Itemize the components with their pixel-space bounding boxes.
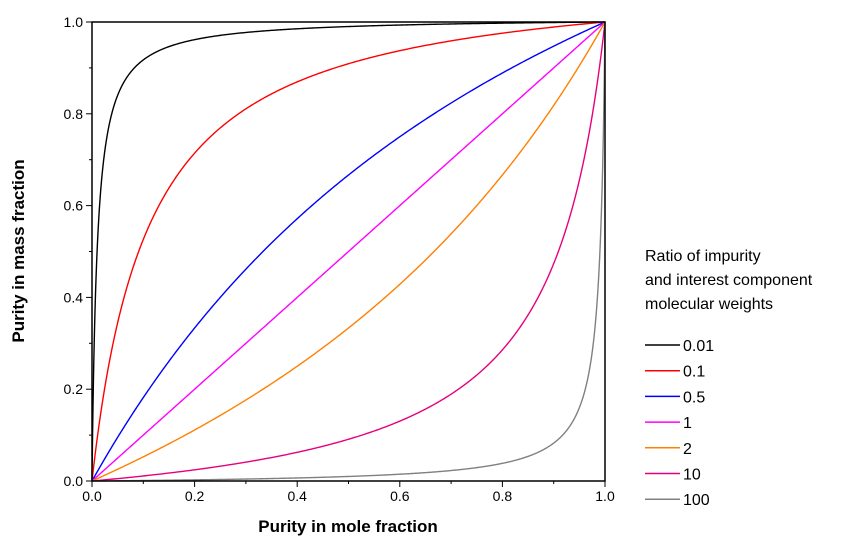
x-tick-label: 0.4 bbox=[287, 488, 307, 504]
y-tick-label: 1.0 bbox=[64, 14, 84, 30]
legend-label-100: 100 bbox=[683, 492, 710, 509]
series-line-2 bbox=[91, 21, 606, 482]
y-tick-label: 0.8 bbox=[64, 106, 84, 122]
y-tick-label: 0.2 bbox=[64, 381, 84, 397]
legend-label-0.5: 0.5 bbox=[683, 389, 705, 406]
axis-ticks: 0.0 0.2 0.4 0.6 0.8 1.0 0.0 0.2 0.4 0.6 0.8 1.0 bbox=[64, 14, 615, 504]
series-line-0.1 bbox=[91, 21, 606, 482]
x-tick-label: 0.0 bbox=[82, 488, 102, 504]
x-tick-label: 0.8 bbox=[493, 488, 513, 504]
y-tick-label: 0.6 bbox=[64, 198, 84, 214]
legend-title-line-2: and interest component bbox=[645, 272, 813, 289]
legend: Ratio of impurity and interest component… bbox=[645, 248, 813, 509]
legend-title-line-1: Ratio of impurity bbox=[645, 248, 761, 265]
y-tick-label: 0.4 bbox=[64, 289, 84, 305]
legend-label-1: 1 bbox=[683, 415, 692, 432]
legend-label-10: 10 bbox=[683, 467, 701, 484]
series-line-100 bbox=[91, 22, 606, 482]
y-axis-title: Purity in mass fraction bbox=[9, 159, 28, 342]
x-tick-label: 0.6 bbox=[390, 488, 410, 504]
legend-label-0.1: 0.1 bbox=[683, 364, 705, 381]
legend-label-2: 2 bbox=[683, 441, 692, 458]
series-line-1 bbox=[91, 21, 606, 482]
legend-label-0.01: 0.01 bbox=[683, 338, 714, 355]
curves-group bbox=[91, 21, 606, 482]
x-tick-label: 0.2 bbox=[185, 488, 205, 504]
legend-title-line-3: molecular weights bbox=[645, 296, 773, 313]
series-line-10 bbox=[91, 21, 606, 482]
series-line-0.01 bbox=[91, 21, 606, 481]
x-tick-label: 1.0 bbox=[595, 488, 615, 504]
y-tick-label: 0.0 bbox=[64, 473, 84, 489]
x-axis-title: Purity in mole fraction bbox=[258, 517, 437, 536]
series-line-0.5 bbox=[91, 21, 606, 482]
